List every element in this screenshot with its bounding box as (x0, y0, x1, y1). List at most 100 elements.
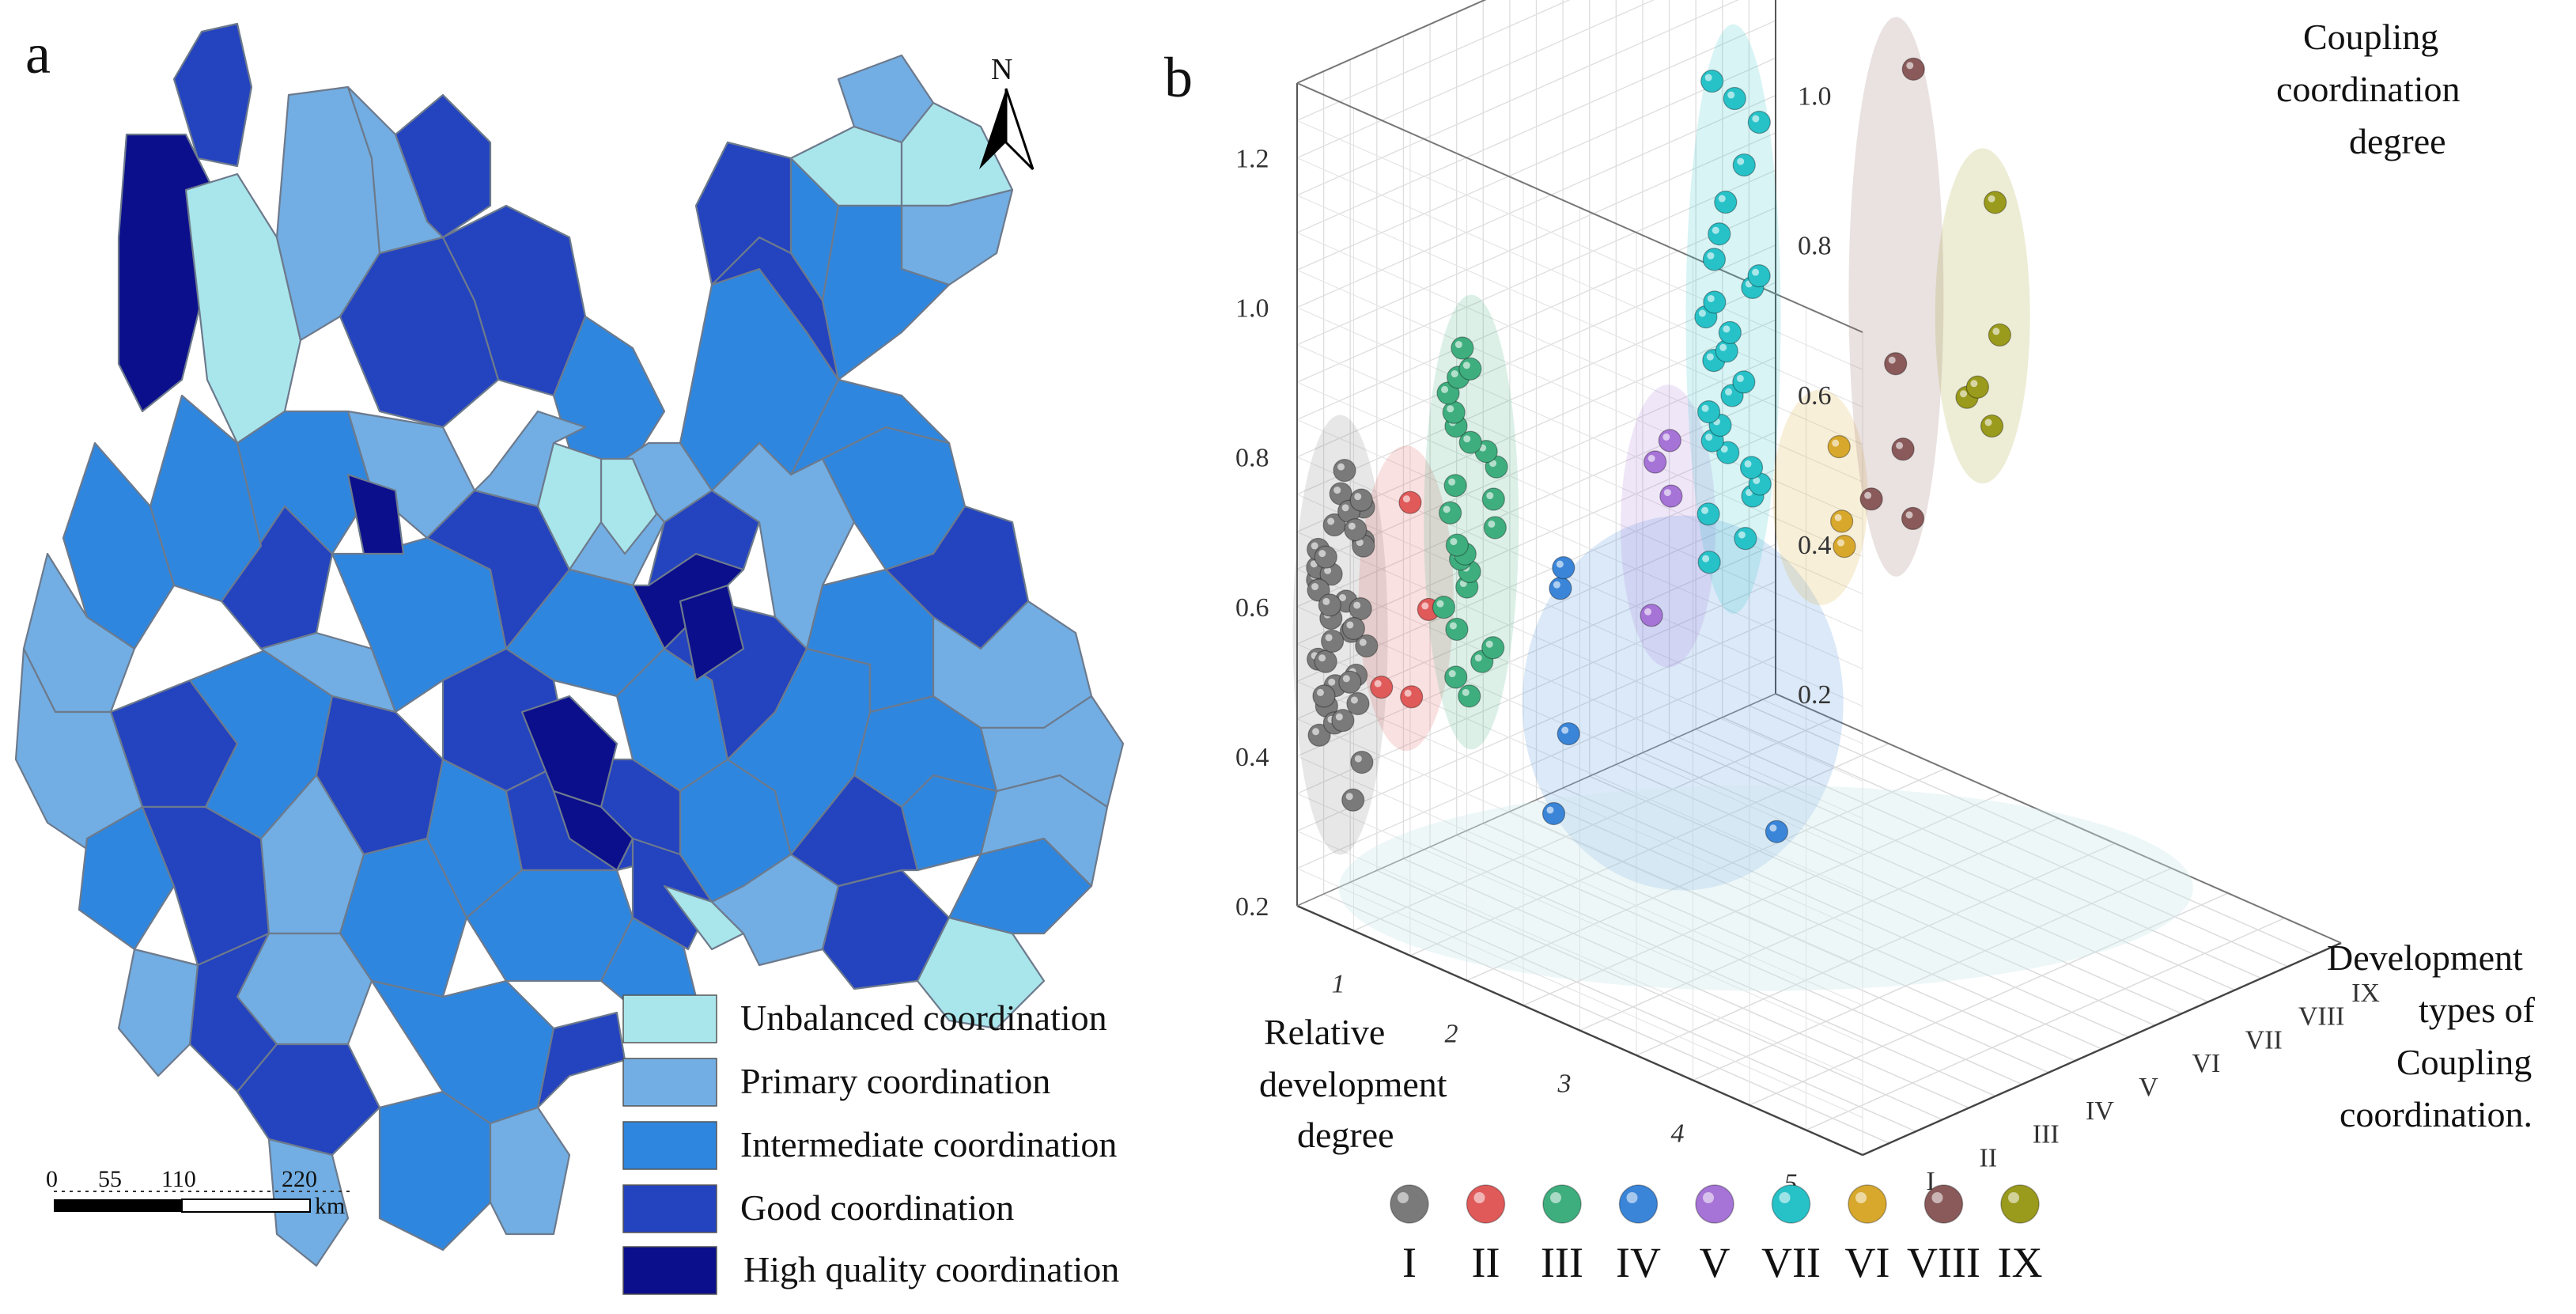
legend-item-ix: IX (1998, 1184, 2042, 1286)
scatter-point-viii (1901, 506, 1925, 531)
scatter-point-i (1349, 488, 1373, 512)
legend-item-iv: IV (1616, 1184, 1661, 1286)
cluster-ellipse-viii (1848, 17, 1944, 577)
scatter-point-vi (1833, 535, 1856, 559)
scatter-point-vii (1700, 69, 1724, 93)
scale-tick-220: 220 (282, 1166, 317, 1192)
scatter-point-vii (1739, 456, 1764, 479)
scatter-point-i (1344, 517, 1367, 542)
legend-label: V (1700, 1239, 1731, 1286)
z-tick-left: 0.4 (1235, 743, 1269, 772)
legend-marker-icon (1695, 1184, 1734, 1224)
z-tick-right: 1.0 (1798, 82, 1832, 112)
cluster-ellipse-vi (1772, 389, 1868, 605)
map-region (473, 410, 587, 508)
cluster-ellipses (1292, 17, 2193, 991)
map-region (679, 584, 745, 682)
scatter-point-i (1329, 482, 1352, 506)
panel-a-label: a (25, 22, 51, 85)
legend-label: VII (1761, 1239, 1821, 1286)
legend-label: II (1472, 1239, 1500, 1286)
x-label-line-3: degree (1297, 1115, 1394, 1155)
legend-marker-icon (1771, 1184, 1811, 1224)
cluster-ellipse-iv (1522, 515, 1844, 891)
x-label-line-1: Relative (1264, 1012, 1385, 1052)
scatter-point-vi (1830, 509, 1854, 533)
scatter-point-i (1331, 709, 1355, 733)
scatter-point-iii (1443, 474, 1467, 498)
map-region (78, 805, 176, 951)
y-label-line-3: Coupling (2396, 1042, 2532, 1082)
x-axis-label: Relative development degree (1259, 1012, 1447, 1155)
north-arrow-icon (979, 89, 1006, 169)
y-axis-label: Development types of Coupling coordinati… (2327, 937, 2536, 1134)
legend-marker-icon (1848, 1184, 1887, 1224)
scatter-point-iii (1445, 533, 1469, 557)
scale-bar: 0 55 110 220 km (46, 1166, 350, 1219)
scatter-point-iv (1557, 721, 1580, 746)
scatter-point-i (1355, 634, 1379, 658)
scatter-point-ix (1965, 375, 1989, 399)
z-tick-left: 0.2 (1235, 892, 1269, 922)
y-tick: I (1926, 1167, 1935, 1196)
legend-item-vi: VI (1845, 1184, 1890, 1286)
scatter-point-i (1333, 459, 1356, 483)
cluster-ellipse-ix (1935, 148, 2030, 484)
y-tick: V (2139, 1073, 2158, 1102)
scatter-point-iii (1442, 400, 1466, 424)
scatter-point-vi (1827, 435, 1851, 459)
scatter-point-iii (1481, 636, 1505, 660)
scatter-point-ii (1370, 676, 1394, 699)
z-tick-right: 0.8 (1798, 232, 1832, 261)
scatter-point-ix (1988, 323, 2011, 347)
z-label-line-2: coordination (2276, 69, 2461, 109)
legend-item-unbalanced: Unbalanced coordination (622, 994, 1107, 1043)
scatter-point-vii (1747, 264, 1771, 288)
legend-item-ii: II (1466, 1184, 1506, 1286)
scatter-point-i (1314, 545, 1337, 569)
scatter-point-vii (1732, 370, 1756, 394)
z-tick-left: 0.8 (1235, 444, 1269, 473)
scatter-point-viii (1859, 487, 1883, 511)
scatter-point-ii (1398, 490, 1422, 514)
map-region (394, 93, 492, 239)
scatter-point-vii (1702, 248, 1727, 271)
scatter-point-iv (1552, 556, 1575, 580)
legend-item-i: I (1390, 1184, 1429, 1286)
legend-item-primary: Primary coordination (622, 1058, 1050, 1107)
scatter-point-iii (1451, 336, 1474, 360)
scatter-point-vii (1747, 110, 1771, 134)
map-region (552, 790, 634, 872)
y-label-line-1: Development (2327, 937, 2523, 978)
map-region (979, 695, 1125, 808)
map-region (172, 22, 253, 168)
scatter-point-vii (1708, 222, 1731, 246)
panel-b-label: b (1164, 46, 1193, 109)
scatter-point-i (1350, 750, 1374, 774)
map-region (821, 204, 951, 381)
map-region (117, 948, 199, 1077)
scatter-point-ix (1980, 414, 2004, 438)
scatter-point-iv (1765, 820, 1788, 843)
scatter-point-iv (1541, 801, 1566, 826)
y-tick: IX (2351, 979, 2380, 1008)
legend-label-primary: Primary coordination (740, 1061, 1050, 1101)
y-tick: VIII (2298, 1002, 2345, 1032)
scatter-point-iii (1483, 516, 1507, 540)
legend-item-iii: III (1541, 1184, 1583, 1286)
map-region (346, 473, 405, 555)
scatter-point-i (1341, 788, 1365, 812)
legend-marker-icon (1618, 1184, 1659, 1224)
legend-label-unbalanced: Unbalanced coordination (740, 998, 1107, 1038)
z-axis-label: Coupling coordination degree (2276, 17, 2461, 161)
scatter-point-iii (1445, 617, 1469, 642)
z-tick-right: 0.2 (1798, 680, 1832, 710)
scatter-point-i (1307, 723, 1331, 747)
legend-marker-icon (2000, 1184, 2040, 1224)
scatter-point-iii (1432, 596, 1456, 619)
legend-label: III (1541, 1239, 1583, 1286)
scatter-point-iii (1444, 665, 1468, 689)
legend-label: VI (1845, 1239, 1890, 1286)
legend-item-v: V (1695, 1184, 1734, 1286)
